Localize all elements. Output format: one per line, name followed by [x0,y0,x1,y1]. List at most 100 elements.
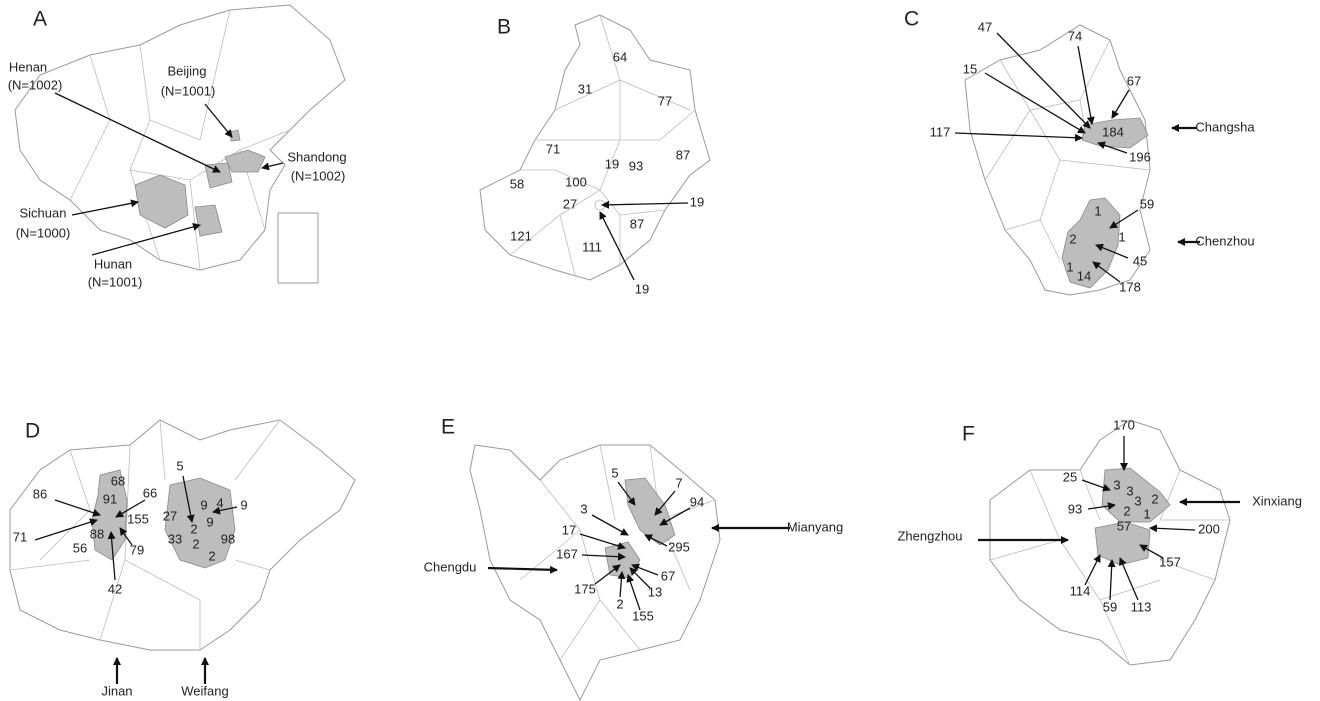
map-label: (N=1001) [161,83,216,98]
map-label: Shandong [287,149,346,164]
map-label: 25 [1063,469,1077,484]
map-henan [990,420,1230,665]
map-label: 19 [605,156,619,171]
panel-letter: C [904,8,919,31]
map-label: 31 [578,81,592,96]
map-label: 9 [206,514,213,529]
map-label: 33 [168,531,182,546]
map-label: Zhengzhou [897,528,962,543]
map-label: 1 [1143,506,1150,521]
map-label: 157 [1159,554,1181,569]
map-label: 77 [658,93,672,108]
map-label: Weifang [181,683,228,698]
map-label: 79 [130,542,144,557]
map-label: 19 [690,194,704,209]
map-label: 114 [1070,583,1091,598]
map-label: 67 [1127,73,1141,88]
map-label: 9 [240,497,247,512]
map-label: 87 [630,216,644,231]
map-label: (N=1002) [291,168,346,183]
map-label: 111 [582,239,602,254]
map-label: 56 [73,540,87,555]
map-label: 5 [611,465,618,480]
map-label: 74 [1068,28,1082,43]
map-label: 93 [629,158,643,173]
map-label: 184 [1102,124,1124,139]
panel-letter: E [441,416,455,439]
map-label: 14 [1077,268,1091,283]
map-label: 86 [33,486,47,501]
map-label: 178 [1119,279,1141,294]
map-label: Chengdu [424,559,477,574]
map-label: Jinan [101,683,132,698]
map-label: 9 [200,497,207,512]
map-label: 1 [1094,203,1101,218]
map-label: 121 [510,228,532,243]
map-label: 4 [216,495,223,510]
map-label: 2 [208,548,215,563]
map-label: (N=1001) [88,274,143,289]
map-label: 2 [1069,231,1076,246]
map-label: 3 [1134,493,1141,508]
map-label: 113 [1131,599,1152,614]
map-label: 59 [1103,599,1117,614]
map-label: Xinxiang [1252,493,1302,508]
map-hunan [965,25,1150,295]
panel-letter: D [25,420,40,443]
map-label: 59 [1140,196,1154,211]
map-label: 2 [190,521,197,536]
map-label: 2 [192,536,199,551]
map-label: 47 [978,19,992,34]
map-label: 93 [1068,501,1082,516]
map-label: 100 [565,174,587,189]
map-label: 68 [111,473,125,488]
map-label: 200 [1198,521,1220,536]
map-label: 3 [1113,477,1120,492]
map-label: 67 [661,568,675,583]
map-label: 64 [613,49,627,64]
map-label: Mianyang [787,519,843,534]
map-label: Henan [9,59,47,74]
map-label: 27 [163,508,177,523]
map-label: 7 [675,475,682,490]
map-label: 19 [635,281,649,296]
map-label: 175 [574,581,596,596]
map-label: 88 [90,526,104,541]
panel-letter: A [33,8,47,31]
map-label: 1 [1118,229,1125,244]
map-label: 15 [963,61,977,76]
map-label: Hunan [94,256,132,271]
map-label: 196 [1129,149,1151,164]
map-label: 1 [1066,259,1073,274]
map-label: 57 [1117,518,1131,533]
map-label: 66 [143,485,157,500]
map-label: (N=1000) [16,225,71,240]
map-label: 295 [668,539,690,554]
map-label: 2 [1123,503,1130,518]
map-label: 87 [676,147,690,162]
map-label: 13 [648,584,662,599]
map-label: 91 [103,491,117,506]
map-label: 155 [632,608,654,623]
map-shandong [10,420,355,650]
map-label: (N=1002) [8,77,63,92]
figure: AHenan(N=1002)Beijing(N=1001)Shandong(N=… [0,0,1320,701]
map-label: 167 [556,546,578,561]
map-label: 2 [1151,491,1158,506]
map-label: 5 [176,458,183,473]
map-label: 58 [510,176,524,191]
map-label: Chenzhou [1195,233,1254,248]
map-label: 42 [108,581,122,596]
panel-letter: F [962,423,975,446]
map-label: 71 [13,529,27,544]
map-label: 155 [127,511,149,526]
map-label: Changsha [1195,119,1255,134]
map-label: 94 [690,494,704,509]
map-label: 2 [616,596,623,611]
map-label: 3 [1126,483,1133,498]
map-label: 45 [1133,253,1147,268]
map-label: 71 [546,141,560,156]
map-label: 27 [563,196,577,211]
map-china [15,5,345,283]
map-label: 170 [1113,417,1135,432]
